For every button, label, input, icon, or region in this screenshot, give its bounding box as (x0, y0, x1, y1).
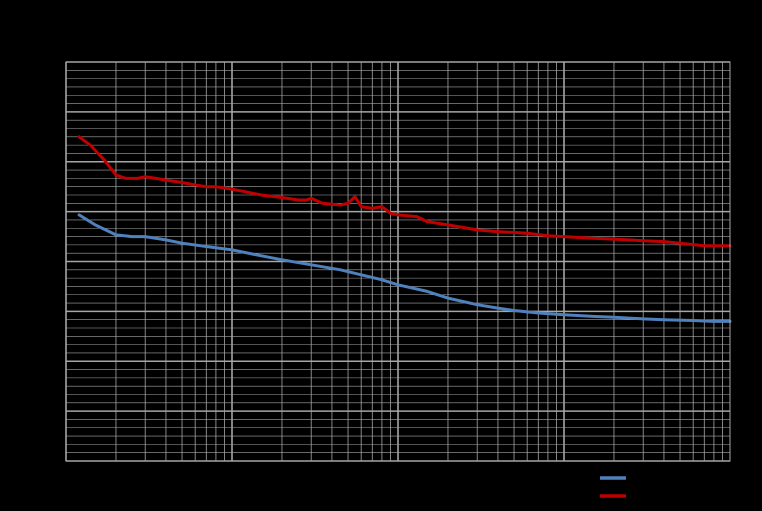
legend (600, 476, 626, 498)
series-layer (77, 135, 732, 323)
series-line-1 (77, 213, 732, 323)
series-line-2 (77, 135, 732, 248)
plot-border (65, 61, 731, 462)
